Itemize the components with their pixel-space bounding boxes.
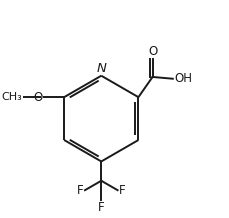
Text: O: O: [33, 91, 43, 104]
Text: N: N: [96, 62, 106, 75]
Text: OH: OH: [173, 72, 191, 85]
Text: O: O: [147, 45, 156, 58]
Text: F: F: [98, 201, 104, 214]
Text: F: F: [76, 184, 83, 197]
Text: F: F: [119, 184, 125, 197]
Text: CH₃: CH₃: [2, 92, 22, 102]
